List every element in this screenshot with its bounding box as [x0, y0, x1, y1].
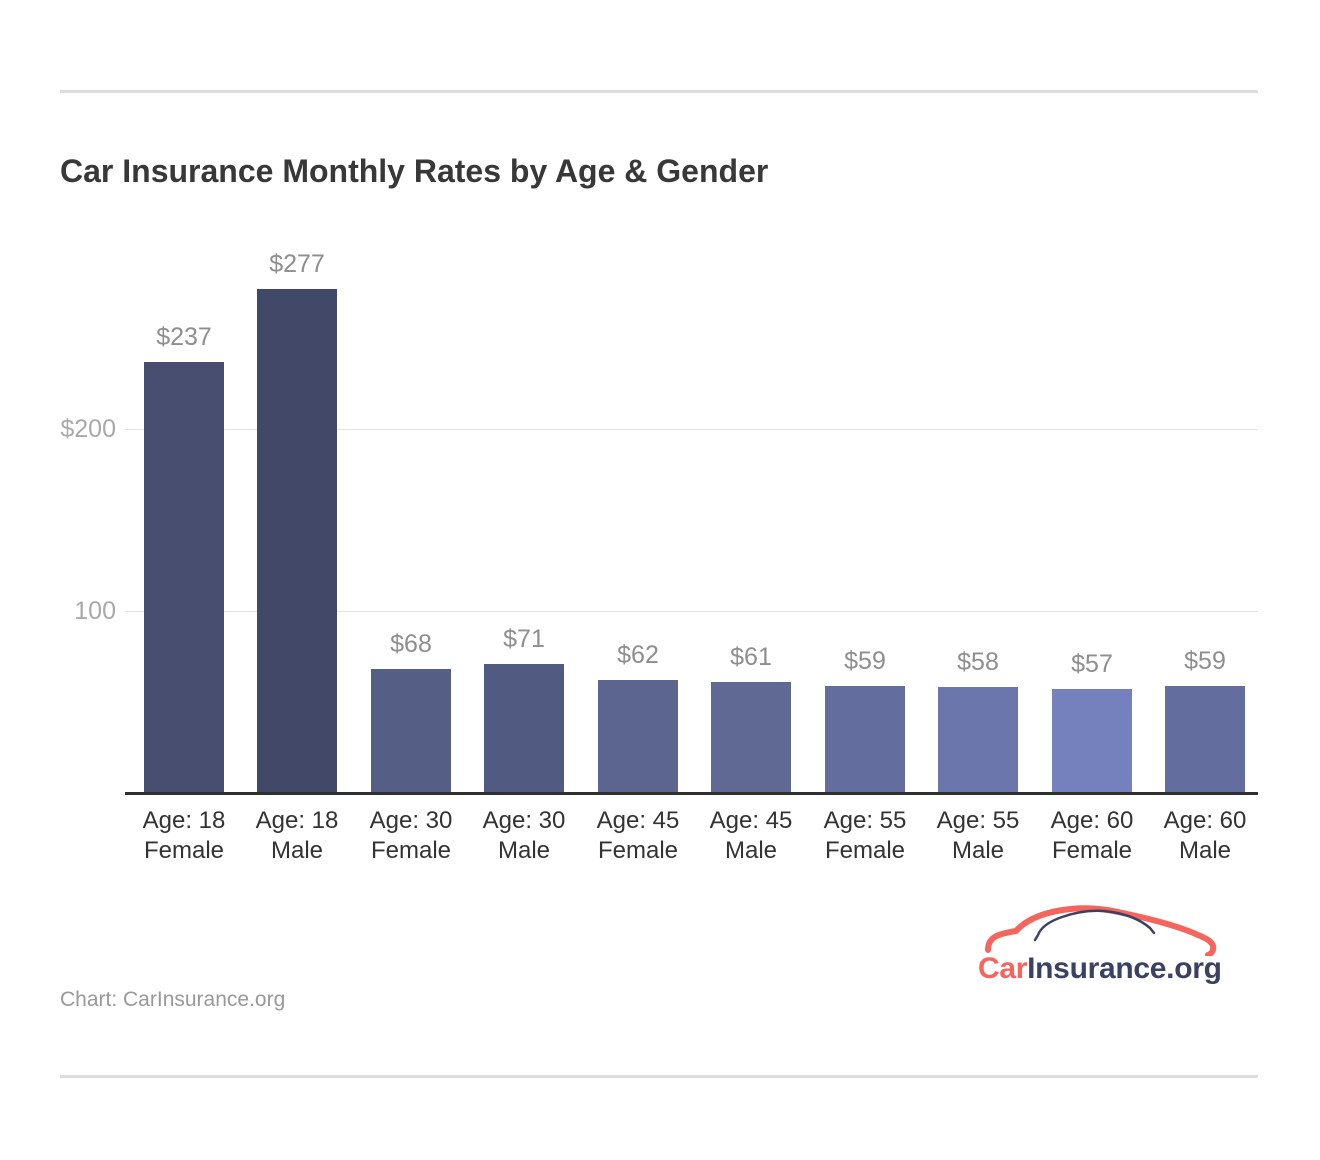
x-axis-tick-line: Age: 18 — [142, 807, 226, 834]
gridline — [125, 611, 1258, 612]
x-axis-tick-line: Age: 45 — [596, 807, 680, 834]
bar-value-label: $61 — [730, 643, 772, 671]
x-axis-tick-label: Age: 30 Male — [459, 806, 589, 866]
x-axis-tick-label: Age: 18 Male — [232, 806, 362, 866]
x-axis-tick-line: Female — [143, 837, 225, 864]
x-axis-tick-label: Age: 45 Male — [686, 806, 816, 866]
x-axis-tick-label: Age: 18 Female — [119, 806, 249, 866]
x-axis-tick-line: Age: 30 — [369, 807, 453, 834]
bar-value-label: $58 — [957, 648, 999, 676]
bar — [371, 669, 451, 793]
bar-value-label: $71 — [503, 625, 545, 653]
x-axis-tick-label: Age: 30 Female — [346, 806, 476, 866]
x-axis-tick-line: Age: 45 — [709, 807, 793, 834]
x-axis-tick-line: Female — [1051, 837, 1133, 864]
bar-value-label: $277 — [269, 250, 325, 278]
bar — [257, 289, 337, 793]
chart-source: Chart: CarInsurance.org — [60, 988, 286, 1011]
bar — [598, 680, 678, 793]
bottom-divider — [60, 1075, 1258, 1078]
bar-value-label: $59 — [844, 647, 886, 675]
x-axis-tick-line: Age: 55 — [936, 807, 1020, 834]
x-axis-tick-label: Age: 60 Male — [1140, 806, 1270, 866]
bar — [1052, 689, 1132, 793]
y-axis-tick-label: $200 — [60, 415, 116, 443]
logo-word-org: .org — [1166, 952, 1222, 985]
logo-word-insurance: Insurance — [1027, 952, 1167, 985]
bar-value-label: $62 — [617, 641, 659, 669]
x-axis-tick-line: Female — [370, 837, 452, 864]
bar-value-label: $68 — [390, 630, 432, 658]
x-axis-tick-line: Male — [724, 837, 778, 864]
x-axis-tick-line: Age: 18 — [255, 807, 339, 834]
x-axis-tick-line: Female — [597, 837, 679, 864]
gridline — [125, 429, 1258, 430]
y-axis-tick-label: 100 — [74, 597, 116, 625]
bar — [144, 362, 224, 793]
x-axis-line — [125, 792, 1258, 795]
logo-word-car: Car — [978, 952, 1028, 985]
x-axis-tick-label: Age: 60 Female — [1027, 806, 1157, 866]
x-axis-tick-label: Age: 55 Male — [913, 806, 1043, 866]
carinsurance-logo: CarInsurance.org — [978, 898, 1230, 986]
x-axis-tick-line: Male — [270, 837, 324, 864]
bar — [938, 687, 1018, 793]
bar-value-label: $59 — [1184, 647, 1226, 675]
x-axis-tick-line: Age: 60 — [1163, 807, 1247, 834]
x-axis-tick-line: Age: 60 — [1050, 807, 1134, 834]
x-axis-tick-line: Male — [1178, 837, 1232, 864]
x-axis-tick-label: Age: 45 Female — [573, 806, 703, 866]
bar — [825, 686, 905, 793]
x-axis-tick-label: Age: 55 Female — [800, 806, 930, 866]
top-divider — [60, 90, 1258, 93]
chart-title: Car Insurance Monthly Rates by Age & Gen… — [60, 153, 769, 189]
x-axis-tick-line: Female — [824, 837, 906, 864]
logo-wordmark: CarInsurance.org — [978, 952, 1230, 986]
bar — [711, 682, 791, 793]
bar-value-label: $57 — [1071, 650, 1113, 678]
x-axis-tick-line: Age: 30 — [482, 807, 566, 834]
car-outline-icon — [985, 905, 1217, 956]
x-axis-tick-line: Male — [497, 837, 551, 864]
bar-value-label: $237 — [156, 323, 212, 351]
bar — [484, 664, 564, 793]
x-axis-tick-line: Age: 55 — [823, 807, 907, 834]
bar — [1165, 686, 1245, 793]
x-axis-tick-line: Male — [951, 837, 1005, 864]
